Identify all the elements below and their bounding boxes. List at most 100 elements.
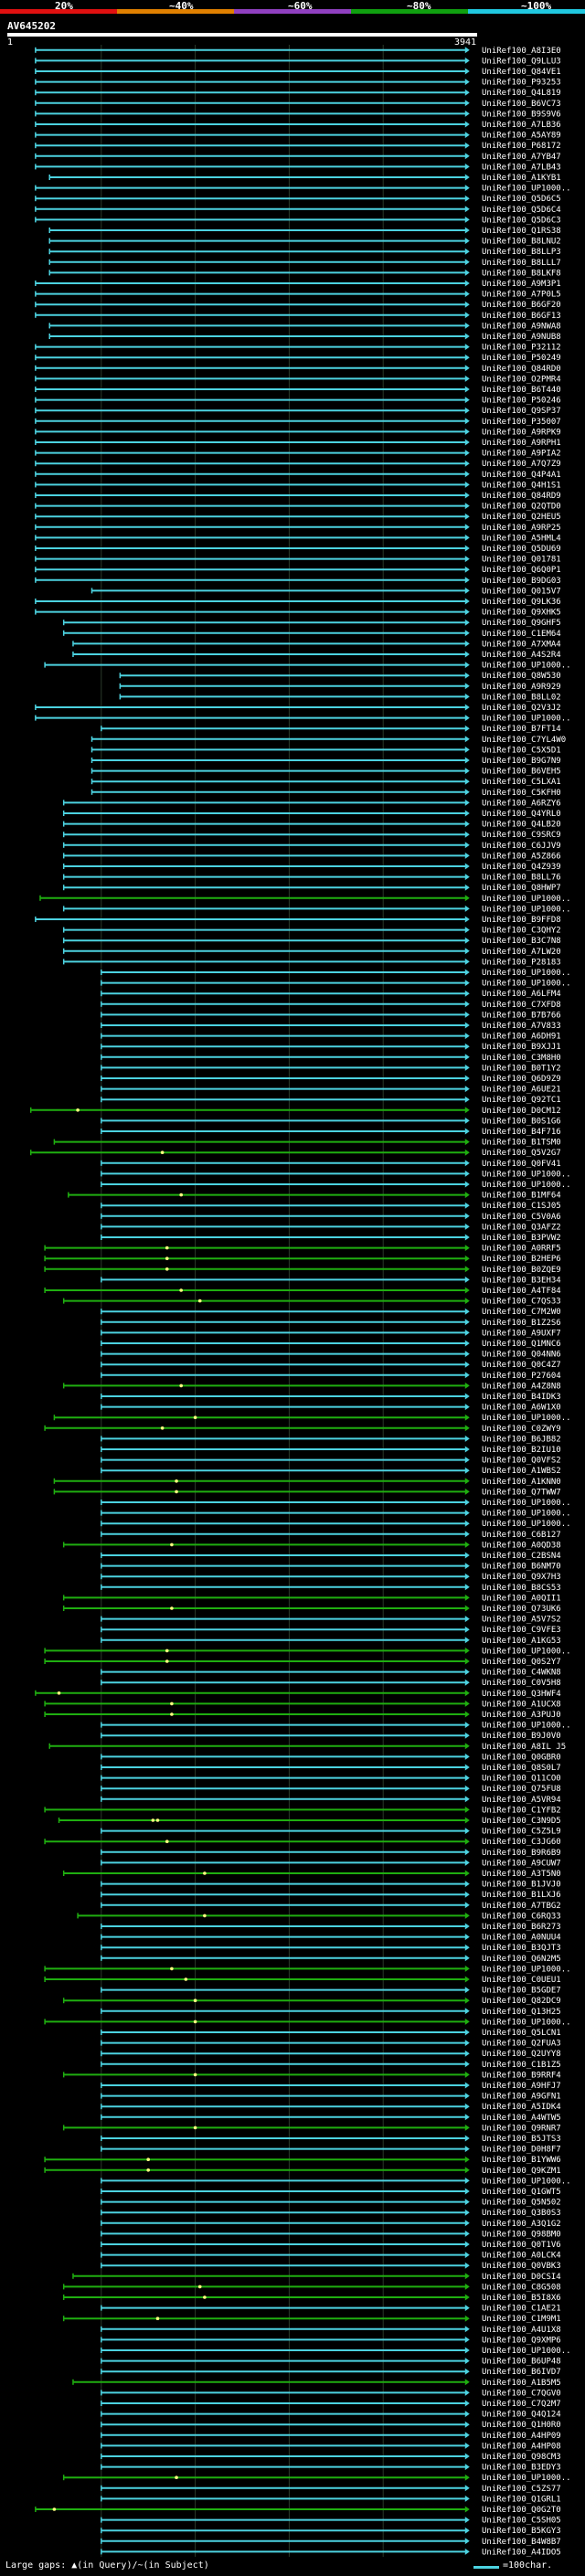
hit-label[interactable]: UniRef100_B6UP48 xyxy=(482,2358,561,2367)
hit-label[interactable]: UniRef100_Q1H0R0 xyxy=(482,2421,561,2430)
hit-label[interactable]: UniRef100_P27604 xyxy=(482,1372,561,1381)
hit-label[interactable]: UniRef100_B4W8B7 xyxy=(482,2538,561,2547)
hit-label[interactable]: UniRef100_A8I3E0 xyxy=(482,47,561,56)
hit-label[interactable]: UniRef100_UP1000.. xyxy=(482,1499,571,1508)
hit-label[interactable]: UniRef100_Q4LB20 xyxy=(482,821,561,830)
hit-label[interactable]: UniRef100_A9NUB8 xyxy=(482,333,561,342)
hit-label[interactable]: UniRef100_B8LKF8 xyxy=(482,269,561,278)
hit-label[interactable]: UniRef100_C4WKN8 xyxy=(482,1669,561,1678)
hit-label[interactable]: UniRef100_P50249 xyxy=(482,354,561,363)
hit-label[interactable]: UniRef100_A4TF84 xyxy=(482,1287,561,1296)
hit-label[interactable]: UniRef100_C5KFH0 xyxy=(482,789,561,798)
hit-label[interactable]: UniRef100_A5IDK4 xyxy=(482,2103,561,2112)
hit-label[interactable]: UniRef100_C7M2W0 xyxy=(482,1308,561,1317)
hit-label[interactable]: UniRef100_A1KYB1 xyxy=(482,174,561,183)
hit-label[interactable]: UniRef100_B9FFD8 xyxy=(482,916,561,925)
hit-label[interactable]: UniRef100_Q5D6C3 xyxy=(482,216,561,225)
hit-label[interactable]: UniRef100_A9UXF7 xyxy=(482,1329,561,1338)
hit-label[interactable]: UniRef100_Q5DU69 xyxy=(482,545,561,554)
hit-label[interactable]: UniRef100_B2IU10 xyxy=(482,1446,561,1455)
hit-label[interactable]: UniRef100_B6JB82 xyxy=(482,1435,561,1444)
hit-label[interactable]: UniRef100_Q92TC1 xyxy=(482,1096,561,1105)
hit-label[interactable]: UniRef100_A5V7S2 xyxy=(482,1616,561,1625)
hit-label[interactable]: UniRef100_A9R929 xyxy=(482,683,561,692)
hit-label[interactable]: UniRef100_A9RP25 xyxy=(482,524,561,533)
hit-label[interactable]: UniRef100_B4IDK3 xyxy=(482,1393,561,1402)
hit-label[interactable]: UniRef100_Q3AFZ2 xyxy=(482,1223,561,1232)
hit-label[interactable]: UniRef100_C6RQ33 xyxy=(482,1912,561,1921)
hit-label[interactable]: UniRef100_B4F716 xyxy=(482,1128,561,1137)
hit-label[interactable]: UniRef100_Q0VFS2 xyxy=(482,1457,561,1466)
hit-label[interactable]: UniRef100_A1UCX8 xyxy=(482,1700,561,1709)
hit-label[interactable]: UniRef100_D0CM12 xyxy=(482,1107,561,1116)
hit-label[interactable]: UniRef100_Q4L819 xyxy=(482,89,561,98)
hit-label[interactable]: UniRef100_C7YL4W0 xyxy=(482,736,566,745)
hit-label[interactable]: UniRef100_UP1000.. xyxy=(482,1510,571,1519)
hit-label[interactable]: UniRef100_Q3B0S3 xyxy=(482,2209,561,2218)
hit-label[interactable]: UniRef100_P93253 xyxy=(482,79,561,88)
hit-label[interactable]: UniRef100_Q9LK36 xyxy=(482,598,561,607)
hit-label[interactable]: UniRef100_B6R273 xyxy=(482,1923,561,1932)
hit-label[interactable]: UniRef100_Q8W530 xyxy=(482,672,561,681)
hit-label[interactable]: UniRef100_D0CSI4 xyxy=(482,2273,561,2282)
hit-label[interactable]: UniRef100_D0H8F7 xyxy=(482,2146,561,2155)
hit-label[interactable]: UniRef100_A9RPK9 xyxy=(482,428,561,437)
hit-label[interactable]: UniRef100_UP1000.. xyxy=(482,715,571,724)
hit-label[interactable]: UniRef100_B6NM70 xyxy=(482,1563,561,1572)
hit-label[interactable]: UniRef100_A7TBG2 xyxy=(482,1902,561,1911)
hit-label[interactable]: UniRef100_C1M9M1 xyxy=(482,2315,561,2324)
hit-label[interactable]: UniRef100_A1WBS2 xyxy=(482,1467,561,1476)
hit-label[interactable]: UniRef100_A4Z8N8 xyxy=(482,1382,561,1391)
hit-label[interactable]: UniRef100_Q98CM3 xyxy=(482,2453,561,2462)
hit-label[interactable]: UniRef100_C5ZS77 xyxy=(482,2485,561,2494)
hit-label[interactable]: UniRef100_A7XMA4 xyxy=(482,640,561,649)
hit-label[interactable]: UniRef100_A5HML4 xyxy=(482,534,561,543)
hit-label[interactable]: UniRef100_Q1RS38 xyxy=(482,227,561,236)
hit-label[interactable]: UniRef100_A5Z866 xyxy=(482,852,561,861)
hit-label[interactable]: UniRef100_B9J0V0 xyxy=(482,1732,561,1741)
hit-label[interactable]: UniRef100_C7QS33 xyxy=(482,1298,561,1307)
hit-label[interactable]: UniRef100_Q015V7 xyxy=(482,587,561,596)
hit-label[interactable]: UniRef100_B8LLP3 xyxy=(482,248,561,257)
hit-label[interactable]: UniRef100_Q98BM0 xyxy=(482,2230,561,2239)
hit-label[interactable]: UniRef100_UP1000.. xyxy=(482,980,571,989)
hit-label[interactable]: UniRef100_B7B766 xyxy=(482,1011,561,1020)
hit-label[interactable]: UniRef100_B9DG03 xyxy=(482,577,561,586)
hit-label[interactable]: UniRef100_A9M3P1 xyxy=(482,280,561,289)
hit-label[interactable]: UniRef100_Q84VE1 xyxy=(482,68,561,77)
hit-label[interactable]: UniRef100_A9HFJ7 xyxy=(482,2082,561,2091)
hit-label[interactable]: UniRef100_Q0S2Y7 xyxy=(482,1658,561,1667)
hit-label[interactable]: UniRef100_B6VEH5 xyxy=(482,768,561,777)
hit-label[interactable]: UniRef100_Q13H25 xyxy=(482,2008,561,2017)
hit-label[interactable]: UniRef100_Q4Z939 xyxy=(482,863,561,872)
hit-label[interactable]: UniRef100_B6GF20 xyxy=(482,301,561,310)
hit-label[interactable]: UniRef100_Q0GBR0 xyxy=(482,1753,561,1762)
hit-label[interactable]: UniRef100_P28183 xyxy=(482,958,561,967)
hit-label[interactable]: UniRef100_A0NUU4 xyxy=(482,1934,561,1943)
hit-label[interactable]: UniRef100_Q6Q0P1 xyxy=(482,566,561,575)
hit-label[interactable]: UniRef100_A4HP09 xyxy=(482,2432,561,2441)
hit-label[interactable]: UniRef100_A0QII1 xyxy=(482,1594,561,1603)
hit-label[interactable]: UniRef100_Q9X7H3 xyxy=(482,1573,561,1582)
hit-label[interactable]: UniRef100_Q0C4Z7 xyxy=(482,1361,561,1370)
hit-label[interactable]: UniRef100_Q9KZM1 xyxy=(482,2167,561,2176)
hit-label[interactable]: UniRef100_B1JVJ0 xyxy=(482,1881,561,1890)
hit-label[interactable]: UniRef100_B6IVD7 xyxy=(482,2368,561,2377)
hit-label[interactable]: UniRef100_Q75FU8 xyxy=(482,1785,561,1794)
hit-label[interactable]: UniRef100_B9RRF4 xyxy=(482,2071,561,2080)
hit-label[interactable]: UniRef100_UP1000.. xyxy=(482,2474,571,2483)
hit-label[interactable]: UniRef100_A9GFN1 xyxy=(482,2093,561,2102)
hit-label[interactable]: UniRef100_B3QJT3 xyxy=(482,1944,561,1953)
hit-label[interactable]: UniRef100_A0QD38 xyxy=(482,1541,561,1550)
hit-label[interactable]: UniRef100_C3JG60 xyxy=(482,1838,561,1847)
hit-label[interactable]: UniRef100_C1B1Z5 xyxy=(482,2061,561,2070)
hit-label[interactable]: UniRef100_Q73UK6 xyxy=(482,1605,561,1614)
hit-label[interactable]: UniRef100_C7XFD8 xyxy=(482,1001,561,1010)
hit-label[interactable]: UniRef100_P50246 xyxy=(482,397,561,406)
hit-label[interactable]: UniRef100_Q5N502 xyxy=(482,2199,561,2208)
hit-label[interactable]: UniRef100_C9VFE3 xyxy=(482,1626,561,1635)
hit-label[interactable]: UniRef100_C5SH05 xyxy=(482,2517,561,2526)
hit-label[interactable]: UniRef100_Q5D6C5 xyxy=(482,195,561,204)
hit-label[interactable]: UniRef100_UP1000.. xyxy=(482,2347,571,2356)
hit-label[interactable]: UniRef100_Q1GWT5 xyxy=(482,2188,561,2197)
